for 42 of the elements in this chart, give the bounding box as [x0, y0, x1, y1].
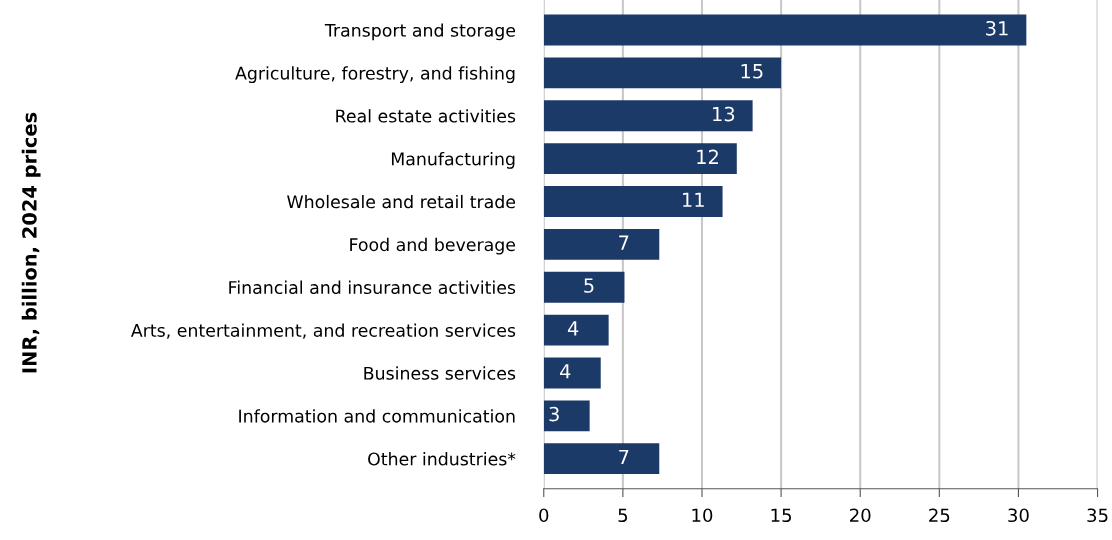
data-label: 7 [619, 235, 629, 250]
x-tick-label: 10 [692, 508, 713, 523]
x-tick-label: 20 [850, 508, 871, 523]
y-tick-label: Arts, entertainment, and recreation services [130, 323, 516, 339]
x-tick-label: 15 [771, 508, 792, 523]
y-tick-label: Transport and storage [324, 23, 516, 41]
y-tick-label: Wholesale and retail trade [287, 194, 516, 209]
y-axis-title: INR, billion, 2024 prices [21, 112, 41, 373]
y-tick-label: Other industries* [368, 452, 516, 466]
data-label: 7 [619, 449, 629, 465]
data-label: 4 [567, 321, 579, 336]
bar [543, 100, 753, 132]
data-label: 13 [713, 106, 735, 122]
bar [543, 271, 625, 303]
x-tick-label: 0 [539, 508, 549, 523]
bar [543, 14, 1027, 46]
data-label: 12 [697, 149, 718, 164]
y-tick-label: Agriculture, forestry, and fishing [235, 66, 515, 84]
bar [543, 443, 660, 475]
data-label: 5 [584, 278, 594, 293]
bar [543, 314, 609, 346]
bar [543, 228, 660, 260]
bar [543, 143, 737, 175]
bar [543, 357, 601, 389]
data-label: 15 [741, 64, 763, 79]
data-label: 3 [549, 406, 559, 422]
y-tick-label: Manufacturing [391, 152, 515, 169]
x-tick-label: 35 [1087, 508, 1108, 523]
data-label: 4 [560, 364, 571, 379]
data-label: 31 [986, 20, 1008, 36]
bar [543, 186, 723, 217]
y-tick-label: Business services [364, 366, 516, 380]
y-tick-label: Real estate activities [336, 109, 516, 123]
data-label: 11 [683, 192, 704, 207]
bar [543, 400, 590, 432]
y-tick-label: Food and beverage [350, 237, 516, 255]
x-tick-label: 25 [929, 508, 950, 523]
x-tick-label: 5 [618, 508, 628, 523]
y-tick-label: Information and communication [239, 409, 515, 423]
y-tick-label: Financial and insurance activities [229, 280, 516, 295]
bar [543, 57, 782, 89]
x-tick-label: 30 [1008, 508, 1029, 523]
